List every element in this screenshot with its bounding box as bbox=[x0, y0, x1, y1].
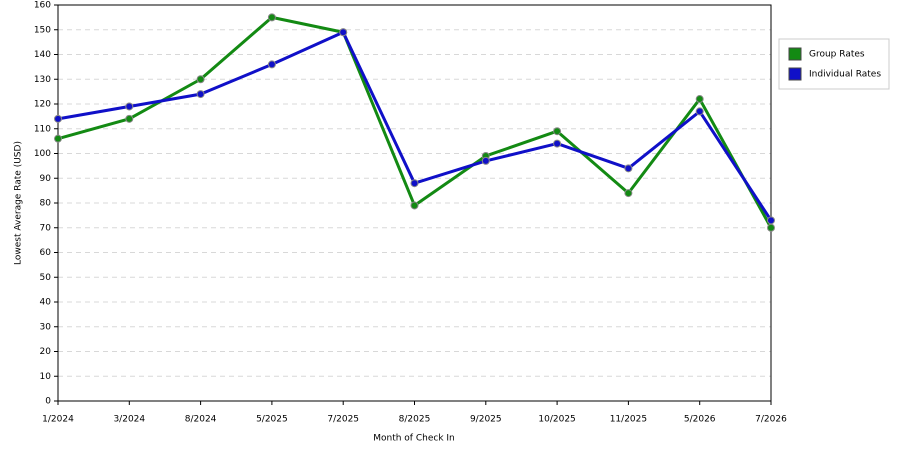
x-tick-label: 10/2025 bbox=[538, 415, 575, 425]
y-tick-label: 60 bbox=[40, 248, 52, 258]
data-point bbox=[695, 95, 704, 104]
y-tick-label: 130 bbox=[34, 75, 51, 85]
data-point bbox=[553, 139, 562, 148]
legend-swatch bbox=[788, 47, 802, 61]
x-tick-label: 7/2026 bbox=[755, 415, 787, 425]
legend-label: Group Rates bbox=[809, 50, 865, 60]
data-point bbox=[125, 114, 134, 123]
data-point bbox=[339, 28, 348, 37]
y-tick-label: 20 bbox=[40, 347, 52, 357]
x-tick-label: 8/2024 bbox=[185, 415, 217, 425]
data-point bbox=[410, 179, 419, 188]
data-point bbox=[624, 189, 633, 198]
y-tick-label: 140 bbox=[34, 50, 51, 60]
series-line bbox=[57, 30, 773, 222]
data-point bbox=[54, 114, 62, 123]
x-tick-label: 9/2025 bbox=[470, 415, 502, 425]
y-tick-label: 10 bbox=[40, 372, 52, 382]
legend: Group Rates Individual Rates bbox=[778, 38, 890, 90]
data-point bbox=[695, 107, 704, 116]
y-tick-label: 100 bbox=[34, 149, 51, 159]
data-point bbox=[481, 156, 490, 165]
y-axis-label: Lowest Average Rate (USD) bbox=[14, 141, 24, 265]
x-tick-label: 8/2025 bbox=[399, 415, 431, 425]
legend-box bbox=[778, 38, 890, 90]
y-tick-label: 120 bbox=[34, 100, 51, 110]
x-tick-label: 1/2024 bbox=[42, 415, 74, 425]
legend-label: Individual Rates bbox=[809, 70, 881, 80]
data-point bbox=[767, 223, 775, 232]
y-tick-label: 70 bbox=[40, 223, 52, 233]
y-tick-label: 0 bbox=[45, 397, 51, 407]
data-point bbox=[410, 201, 419, 210]
x-tick-label: 5/2026 bbox=[684, 415, 716, 425]
x-tick-label: 3/2024 bbox=[113, 415, 145, 425]
data-point bbox=[267, 60, 276, 69]
x-tick-label: 7/2025 bbox=[327, 415, 359, 425]
data-point bbox=[624, 164, 633, 173]
x-axis-label: Month of Check In bbox=[373, 434, 455, 444]
data-point bbox=[767, 216, 775, 225]
legend-swatch bbox=[788, 67, 802, 81]
x-tick-label: 5/2025 bbox=[256, 415, 288, 425]
y-tick-label: 40 bbox=[40, 298, 52, 308]
x-tick-label: 11/2025 bbox=[610, 415, 647, 425]
series-line bbox=[57, 15, 773, 229]
y-tick-label: 30 bbox=[40, 322, 52, 332]
data-point bbox=[267, 13, 276, 22]
data-point bbox=[125, 102, 134, 111]
y-tick-label: 150 bbox=[34, 25, 51, 35]
y-tick-label: 80 bbox=[40, 199, 52, 209]
y-tick-label: 90 bbox=[40, 174, 52, 184]
y-tick-label: 160 bbox=[34, 1, 51, 11]
data-point bbox=[553, 127, 562, 136]
data-point bbox=[196, 90, 205, 99]
data-point bbox=[196, 75, 205, 84]
y-tick-label: 110 bbox=[34, 124, 51, 134]
y-tick-label: 50 bbox=[40, 273, 52, 283]
data-point bbox=[54, 134, 62, 143]
